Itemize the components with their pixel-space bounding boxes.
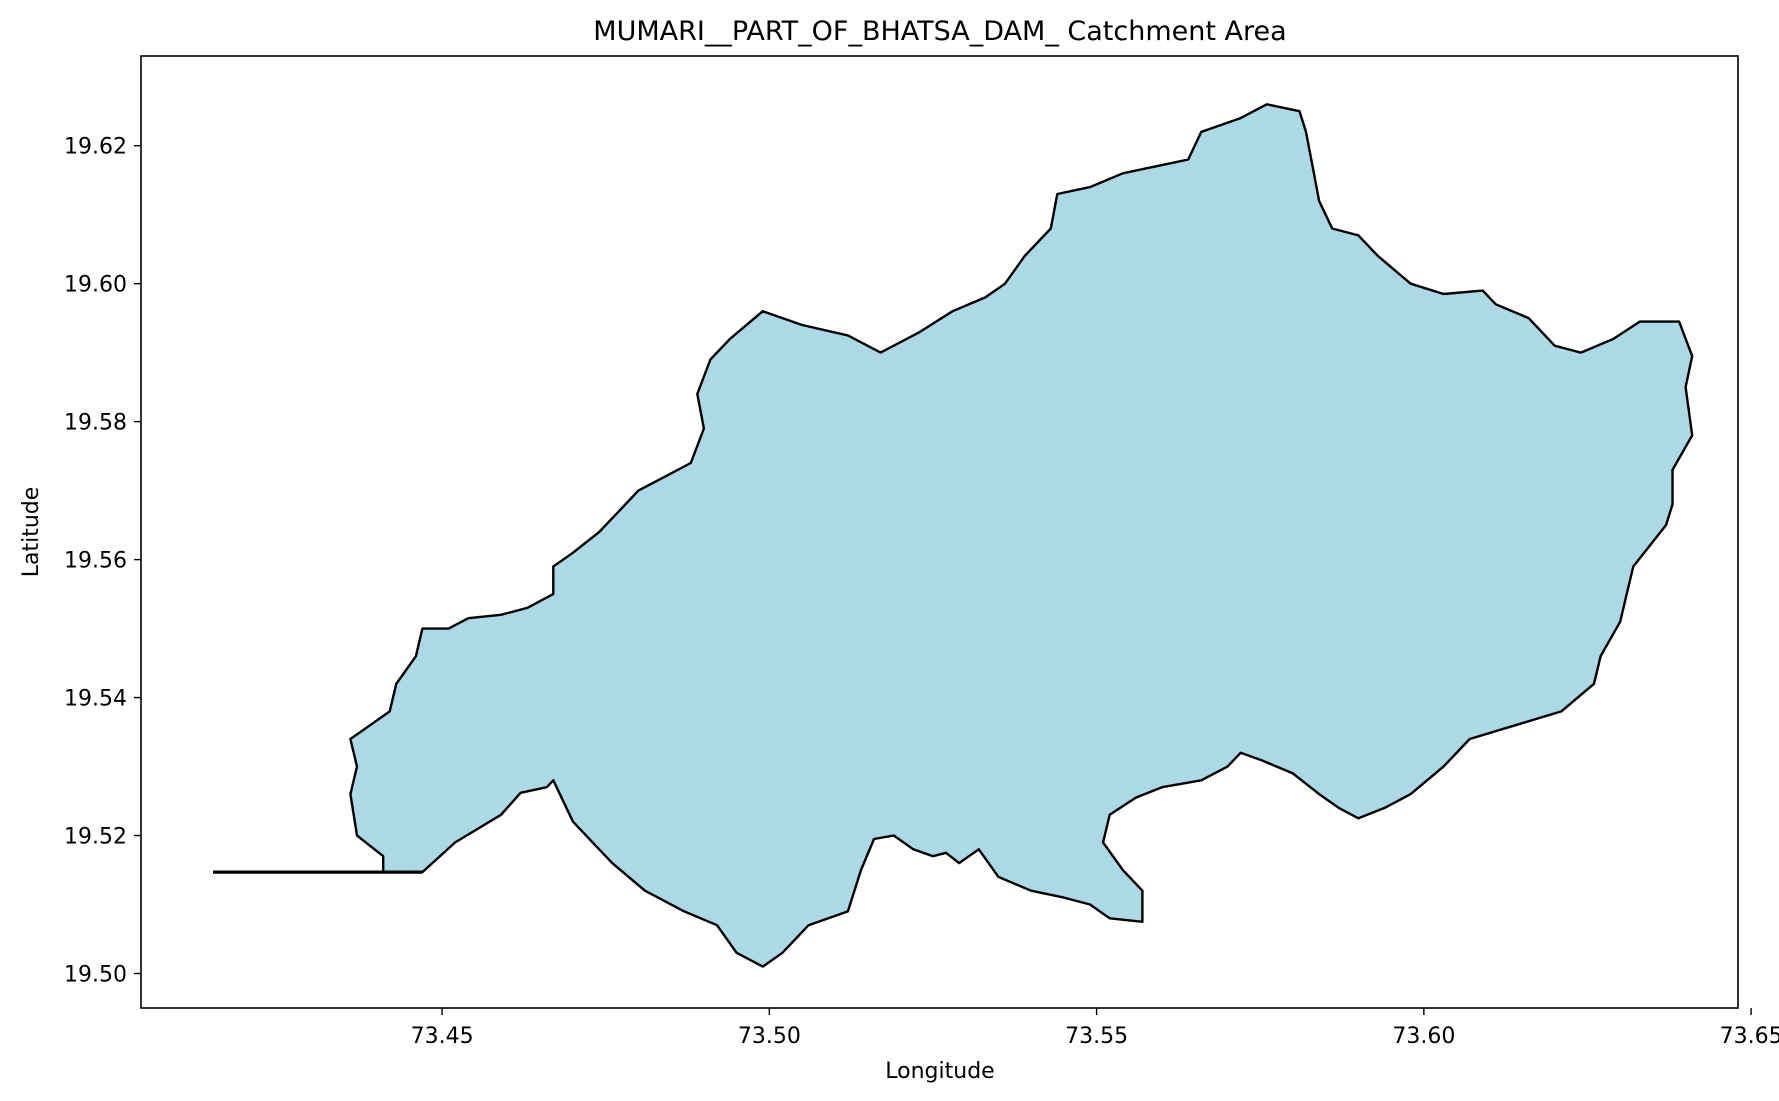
x-tick-label: 73.45 (411, 1024, 474, 1049)
x-tick-label: 73.65 (1720, 1024, 1779, 1049)
y-tick-label: 19.50 (64, 963, 127, 988)
y-tick-label: 19.58 (64, 411, 127, 436)
y-tick-label: 19.60 (64, 273, 127, 298)
catchment-polygon (349, 103, 1694, 968)
y-tick-label: 19.56 (64, 549, 127, 574)
y-axis-label: Latitude (19, 487, 44, 578)
y-tick-label: 19.62 (64, 135, 127, 160)
x-axis-label: Longitude (885, 1059, 994, 1084)
chart-title: MUMARI__PART_OF_BHATSA_DAM_ Catchment Ar… (593, 16, 1286, 47)
x-tick-label: 73.60 (1392, 1024, 1455, 1049)
y-tick-label: 19.52 (64, 825, 127, 850)
x-tick-label: 73.55 (1065, 1024, 1128, 1049)
x-tick-label: 73.50 (738, 1024, 801, 1049)
y-tick-label: 19.54 (64, 687, 127, 712)
axes-frame (140, 55, 1739, 1009)
y-axis: 19.50 19.52 19.54 19.56 19.58 19.60 19.62 (64, 135, 141, 988)
plot-area (212, 103, 1694, 968)
x-axis: 73.45 73.50 73.55 73.60 73.65 (411, 1008, 1779, 1049)
